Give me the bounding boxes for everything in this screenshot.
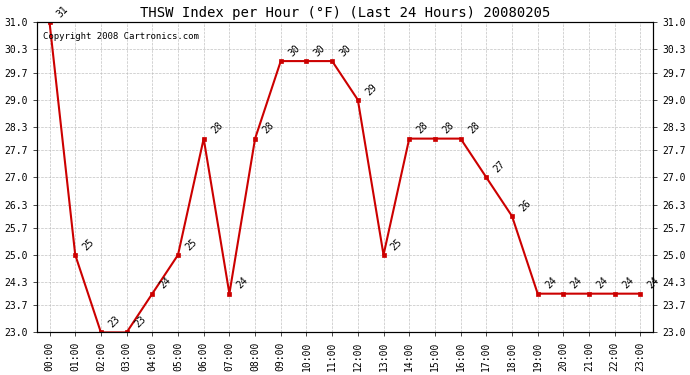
Text: 23: 23: [106, 314, 122, 330]
Text: 24: 24: [543, 276, 559, 291]
Text: 30: 30: [312, 43, 327, 58]
Text: 31: 31: [55, 4, 70, 20]
Text: 25: 25: [81, 237, 96, 252]
Text: 30: 30: [337, 43, 353, 58]
Text: 30: 30: [286, 43, 302, 58]
Text: 27: 27: [492, 159, 507, 175]
Text: 28: 28: [209, 120, 225, 136]
Text: 25: 25: [184, 237, 199, 252]
Title: THSW Index per Hour (°F) (Last 24 Hours) 20080205: THSW Index per Hour (°F) (Last 24 Hours)…: [140, 6, 550, 20]
Text: 24: 24: [620, 276, 635, 291]
Text: 24: 24: [595, 276, 610, 291]
Text: Copyright 2008 Cartronics.com: Copyright 2008 Cartronics.com: [43, 32, 199, 40]
Text: 24: 24: [569, 276, 584, 291]
Text: 29: 29: [364, 82, 379, 97]
Text: 25: 25: [389, 237, 404, 252]
Text: 24: 24: [158, 276, 173, 291]
Text: 24: 24: [646, 276, 662, 291]
Text: 23: 23: [132, 314, 148, 330]
Text: 28: 28: [440, 120, 456, 136]
Text: 28: 28: [415, 120, 430, 136]
Text: 26: 26: [518, 198, 533, 213]
Text: 28: 28: [466, 120, 482, 136]
Text: 28: 28: [261, 120, 276, 136]
Text: 24: 24: [235, 276, 250, 291]
